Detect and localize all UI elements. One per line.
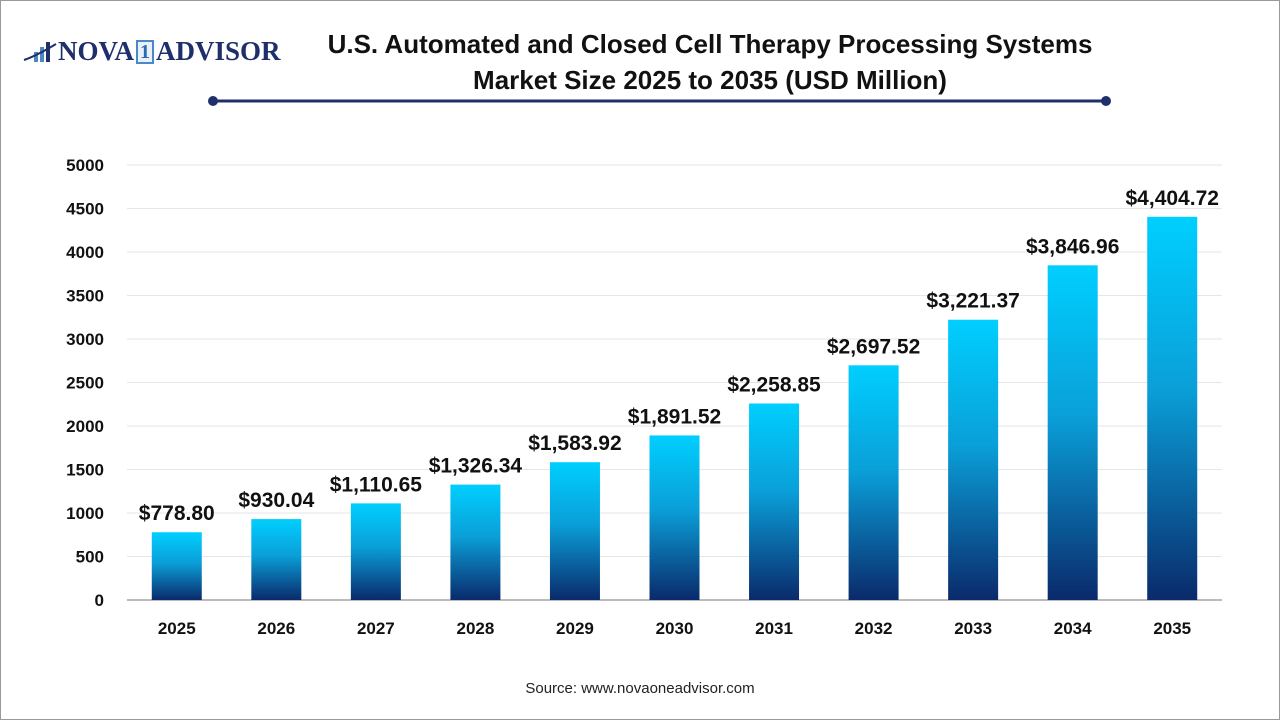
- chart-title: U.S. Automated and Closed Cell Therapy P…: [210, 26, 1210, 98]
- y-tick-label: 1000: [66, 504, 104, 523]
- bar-2033: [948, 319, 999, 600]
- logo-text-left: NOVA: [58, 36, 135, 66]
- logo-text-right: ADVISOR: [156, 36, 281, 66]
- x-tick-label: 2027: [357, 619, 395, 638]
- data-label: $4,404.72: [1126, 187, 1219, 210]
- data-label: $778.80: [139, 502, 215, 525]
- data-label: $1,583.92: [528, 432, 621, 455]
- x-tick-label: 2032: [855, 619, 893, 638]
- bar-2032: [848, 365, 899, 600]
- title-underline-dot-right: [1101, 96, 1111, 106]
- data-label: $1,891.52: [628, 405, 721, 428]
- bar-2031: [749, 403, 800, 600]
- x-tick-label: 2028: [456, 619, 494, 638]
- y-tick-label: 4000: [66, 243, 104, 262]
- source-note: Source: www.novaoneadvisor.com: [525, 680, 755, 697]
- logo-mark: 1: [136, 39, 155, 64]
- bar-2026: [251, 519, 302, 600]
- x-tick-label: 2030: [656, 619, 694, 638]
- y-tick-label: 0: [95, 591, 104, 610]
- data-label: $930.04: [238, 489, 314, 512]
- data-label: $1,110.65: [330, 473, 423, 496]
- x-tick-label: 2033: [954, 619, 992, 638]
- data-label: $3,221.37: [926, 290, 1019, 313]
- data-label: $3,846.96: [1026, 235, 1119, 258]
- x-tick-label: 2025: [158, 619, 196, 638]
- y-tick-label: 1500: [66, 461, 104, 480]
- y-tick-label: 500: [76, 548, 104, 567]
- bar-2028: [450, 484, 501, 600]
- y-tick-label: 3000: [66, 330, 104, 349]
- y-tick-label: 2500: [66, 374, 104, 393]
- y-tick-label: 2000: [66, 417, 104, 436]
- bar-2027: [350, 503, 401, 600]
- chart-title-line-1: U.S. Automated and Closed Cell Therapy P…: [327, 29, 1093, 59]
- x-tick-label: 2026: [257, 619, 295, 638]
- bar-2035: [1147, 216, 1198, 600]
- y-tick-label: 4500: [66, 200, 104, 219]
- x-tick-label: 2029: [556, 619, 594, 638]
- data-label: $1,326.34: [429, 455, 523, 478]
- x-tick-label: 2034: [1054, 619, 1092, 638]
- bar-2029: [549, 462, 600, 600]
- y-tick-label: 5000: [66, 156, 104, 175]
- x-tick-label: 2031: [755, 619, 793, 638]
- logo: NOVA 1 ADVISOR: [22, 36, 281, 67]
- chart-title-line-2: Market Size 2025 to 2035 (USD Million): [473, 65, 947, 95]
- data-label: $2,697.52: [827, 335, 920, 358]
- title-underline-dot-left: [208, 96, 218, 106]
- bar-chart-logo-icon: [23, 41, 57, 62]
- bar-2034: [1047, 265, 1098, 600]
- y-tick-label: 3500: [66, 287, 104, 306]
- data-label: $2,258.85: [727, 373, 821, 396]
- bar-2025: [151, 532, 202, 600]
- x-tick-label: 2035: [1153, 619, 1191, 638]
- bar-2030: [649, 435, 700, 600]
